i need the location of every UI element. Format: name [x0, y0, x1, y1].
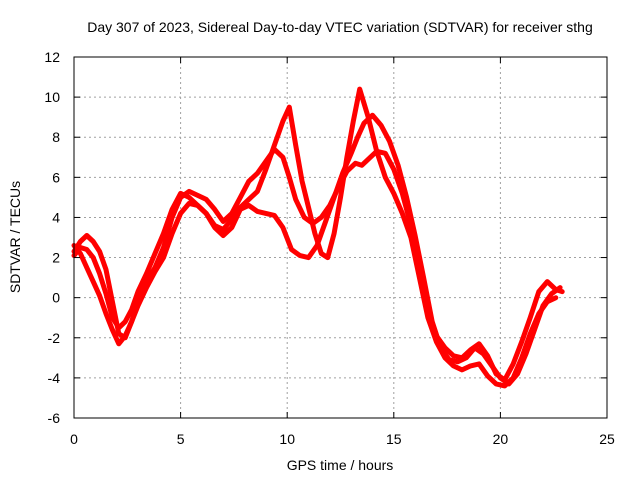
series-line-1 — [71, 146, 565, 383]
x-tick-label: 20 — [493, 431, 509, 447]
y-tick-label: 6 — [52, 169, 60, 185]
y-tick-label: -2 — [48, 330, 61, 346]
plot-frame — [73, 56, 608, 419]
y-tick-label: -4 — [48, 370, 61, 386]
y-tick-label: 8 — [52, 129, 60, 145]
x-tick-label: 5 — [177, 431, 185, 447]
y-tick-label: 4 — [52, 209, 60, 225]
x-tick-label: 15 — [386, 431, 402, 447]
y-tick-label: -6 — [48, 410, 61, 426]
x-tick-label: 25 — [599, 431, 615, 447]
y-axis-label: SDTVAR / TECUs — [7, 181, 23, 293]
y-tick-label: 12 — [44, 49, 60, 65]
y-tick-label: 10 — [44, 89, 60, 105]
axis-ticks: 0 5 10 15 20 25 -6 -4 -2 0 2 4 6 8 10 12 — [44, 49, 615, 447]
grid — [74, 57, 607, 418]
y-tick-label: 2 — [52, 250, 60, 266]
y-tick-label: 0 — [52, 290, 60, 306]
x-axis-label: GPS time / hours — [287, 457, 394, 473]
series-line-2 — [71, 112, 563, 387]
series-group — [71, 86, 565, 389]
x-tick-label: 10 — [279, 431, 295, 447]
series-line-3 — [71, 86, 559, 389]
chart-title: Day 307 of 2023, Sidereal Day-to-day VTE… — [87, 19, 593, 35]
x-tick-label: 0 — [70, 431, 78, 447]
